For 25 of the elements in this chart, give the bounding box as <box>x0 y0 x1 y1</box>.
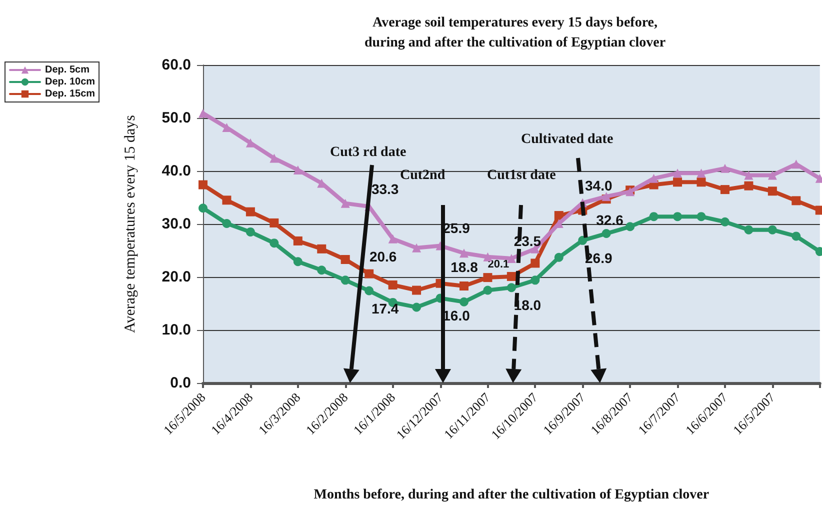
y-tick-label: 40.0 <box>162 162 191 180</box>
legend-label: Dep. 15cm <box>45 88 96 100</box>
data-label: 20.6 <box>369 248 397 264</box>
annotation: Cut1st date <box>487 168 556 184</box>
annotation: Cultivated date <box>521 132 614 148</box>
y-tick-label: 0.0 <box>170 374 191 392</box>
data-label: 20.1 <box>488 258 510 270</box>
data-label: 16.0 <box>442 308 470 324</box>
annotation: Cut3 rd date <box>330 145 406 161</box>
y-tick-label: 20.0 <box>162 268 191 286</box>
data-label: 32.6 <box>596 212 624 228</box>
y-tick-label: 50.0 <box>162 110 191 126</box>
legend-label: Dep. 10cm <box>45 76 96 88</box>
y-tick-label: 10.0 <box>162 322 191 338</box>
legend-label: Dep. 5cm <box>45 64 90 76</box>
annotation: Cut2nd <box>400 168 446 184</box>
chart-title: Average soil temperatures every 15 days before, during and after the cultivation of Egyptian clover <box>364 16 666 50</box>
y-tick-label: 30.0 <box>162 216 191 232</box>
data-label: 33.3 <box>371 181 399 198</box>
y-tick-label: 60.0 <box>162 56 191 74</box>
data-label: 17.4 <box>371 300 399 316</box>
data-label: 34.0 <box>584 177 612 194</box>
data-label: 18.8 <box>450 258 478 275</box>
y-axis-title: Average temperatures every 15 days <box>122 114 138 333</box>
x-axis-title: Months before, during and after the cultivation of Egyptian clover <box>314 488 710 502</box>
